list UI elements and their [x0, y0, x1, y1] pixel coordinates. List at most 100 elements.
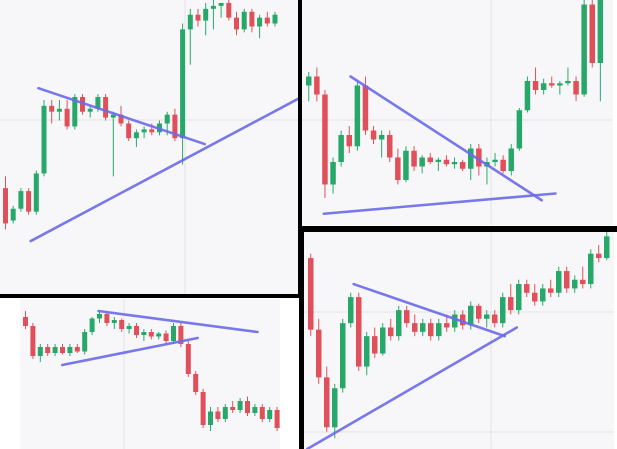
candle-body — [118, 114, 124, 124]
candle-body — [41, 105, 47, 174]
candle-body — [460, 314, 466, 326]
candle-body — [171, 326, 176, 341]
trendline — [305, 326, 519, 449]
candle — [41, 99, 47, 177]
candle-body — [362, 85, 369, 131]
candle-body — [72, 97, 78, 127]
candle-body — [18, 191, 24, 209]
candle-body — [316, 329, 322, 378]
candle-body — [508, 148, 514, 171]
candle-body — [500, 159, 506, 171]
candle — [370, 126, 377, 144]
candle-body — [427, 157, 433, 162]
candle-body — [444, 323, 450, 328]
trendline — [60, 336, 199, 367]
candle-body — [259, 407, 265, 419]
candle — [532, 67, 539, 95]
candle-body — [234, 17, 239, 30]
candle-body — [110, 114, 116, 118]
candle — [64, 99, 70, 130]
candle — [581, 0, 587, 97]
candle-body — [210, 5, 216, 9]
candle — [171, 323, 176, 344]
candle-body — [308, 258, 314, 330]
candle-body — [111, 320, 117, 323]
candle — [110, 111, 116, 177]
candle-body — [332, 388, 338, 428]
candle — [356, 292, 362, 371]
candle-body — [56, 108, 62, 112]
candle-body — [589, 4, 595, 63]
trendline — [349, 75, 544, 202]
candle — [500, 155, 506, 174]
chart-background — [0, 0, 298, 294]
candle-body — [388, 327, 394, 337]
candle-body — [508, 297, 514, 311]
candle — [565, 67, 571, 86]
candle — [134, 323, 139, 338]
candle — [403, 146, 409, 183]
candle — [33, 170, 39, 215]
candle — [604, 232, 610, 261]
candle-body — [404, 310, 410, 324]
candle — [443, 155, 450, 167]
trendline — [97, 309, 259, 334]
candle — [596, 245, 602, 263]
candle — [89, 317, 95, 335]
candle — [532, 284, 538, 306]
candle — [540, 78, 547, 95]
candle-body — [180, 29, 186, 139]
trendline — [352, 282, 507, 338]
candle-body — [580, 279, 586, 285]
candle — [459, 159, 466, 171]
candle-body — [267, 410, 273, 419]
candle-body — [52, 347, 58, 353]
candle-body — [249, 11, 255, 27]
candle-body — [185, 344, 191, 374]
chart-background — [303, 232, 614, 449]
candle — [185, 341, 191, 377]
candle — [210, 0, 216, 30]
candle-body — [428, 323, 434, 337]
candle — [30, 323, 36, 359]
candle — [338, 130, 344, 167]
candle — [241, 8, 247, 33]
candle — [476, 303, 482, 324]
candle — [252, 404, 258, 416]
candle-body — [348, 297, 354, 324]
candle-body — [203, 8, 209, 21]
candle — [332, 383, 338, 439]
candle-body — [532, 292, 538, 302]
candle-body — [356, 297, 362, 367]
candle — [222, 404, 228, 422]
candle-body — [103, 97, 109, 118]
candle-body — [10, 208, 16, 221]
candle — [324, 366, 330, 432]
candle-body — [395, 157, 401, 180]
candle — [346, 126, 352, 153]
candle — [249, 8, 255, 33]
candle-body — [163, 333, 169, 341]
candle — [203, 2, 209, 36]
candle-body — [156, 333, 162, 337]
panel-divider — [298, 0, 302, 296]
candle — [348, 292, 354, 328]
candle-body — [588, 253, 594, 285]
candle — [588, 249, 594, 289]
candle-body — [172, 114, 178, 139]
candle — [193, 371, 199, 395]
chart-background — [20, 299, 280, 449]
candle — [245, 396, 250, 416]
candle-body — [451, 162, 458, 165]
candle — [314, 67, 320, 102]
candle-body — [23, 317, 28, 326]
trendline — [37, 86, 207, 146]
candle-body — [195, 14, 201, 21]
candle — [388, 318, 394, 341]
chart-plot-area — [20, 299, 280, 449]
candle-body — [443, 159, 450, 165]
candle — [308, 253, 314, 337]
candle-body — [208, 411, 213, 425]
candle-body — [372, 336, 378, 354]
candle — [492, 310, 498, 328]
